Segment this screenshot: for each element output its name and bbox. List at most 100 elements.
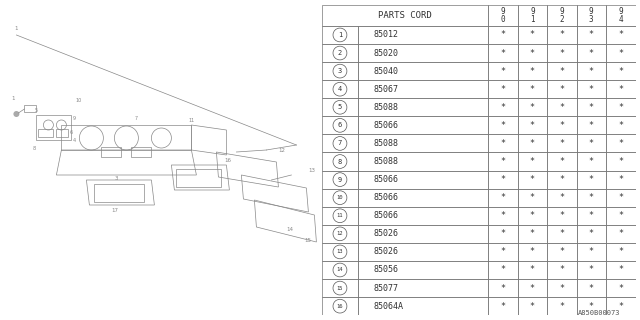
- Text: *: *: [559, 229, 564, 238]
- Text: *: *: [500, 229, 506, 238]
- Bar: [518, 297, 547, 315]
- Text: *: *: [530, 193, 535, 202]
- Bar: [322, 5, 488, 26]
- Bar: [518, 44, 547, 62]
- Text: 1: 1: [338, 32, 342, 38]
- Bar: [547, 297, 577, 315]
- Bar: [488, 243, 518, 261]
- Bar: [358, 98, 488, 116]
- Bar: [322, 261, 358, 279]
- Text: 13: 13: [337, 249, 343, 254]
- Text: 85088: 85088: [374, 103, 399, 112]
- Text: *: *: [500, 85, 506, 94]
- Text: 1: 1: [12, 96, 15, 101]
- Bar: [358, 26, 488, 44]
- Text: 85012: 85012: [374, 30, 399, 39]
- Bar: [577, 5, 606, 26]
- Text: 85064A: 85064A: [374, 302, 404, 311]
- Text: *: *: [559, 211, 564, 220]
- Bar: [577, 188, 606, 207]
- Text: 9
0: 9 0: [500, 7, 505, 24]
- Bar: [577, 207, 606, 225]
- Text: 5: 5: [35, 108, 38, 113]
- Bar: [606, 261, 636, 279]
- Text: *: *: [589, 103, 594, 112]
- Bar: [488, 5, 518, 26]
- Bar: [547, 44, 577, 62]
- Text: *: *: [618, 229, 623, 238]
- Bar: [577, 62, 606, 80]
- Text: *: *: [618, 121, 623, 130]
- Text: 85066: 85066: [374, 193, 399, 202]
- Text: 6: 6: [338, 122, 342, 128]
- Text: *: *: [500, 103, 506, 112]
- Text: *: *: [559, 247, 564, 256]
- Text: *: *: [559, 67, 564, 76]
- Text: *: *: [618, 49, 623, 58]
- Text: 9: 9: [73, 116, 76, 121]
- Bar: [606, 80, 636, 98]
- Bar: [358, 44, 488, 62]
- Text: *: *: [618, 30, 623, 39]
- Bar: [488, 279, 518, 297]
- Text: 17: 17: [111, 208, 118, 213]
- Bar: [358, 116, 488, 134]
- Text: 85066: 85066: [374, 121, 399, 130]
- Bar: [488, 261, 518, 279]
- Text: 85040: 85040: [374, 67, 399, 76]
- Bar: [322, 62, 358, 80]
- Text: *: *: [500, 266, 506, 275]
- Text: 5: 5: [338, 104, 342, 110]
- Bar: [358, 134, 488, 152]
- Text: 8: 8: [338, 158, 342, 164]
- Text: *: *: [618, 211, 623, 220]
- Text: 9
3: 9 3: [589, 7, 594, 24]
- Bar: [358, 243, 488, 261]
- Text: 7: 7: [135, 116, 138, 121]
- Text: 9
1: 9 1: [530, 7, 534, 24]
- Bar: [488, 98, 518, 116]
- Bar: [577, 134, 606, 152]
- Bar: [547, 207, 577, 225]
- Text: *: *: [500, 49, 506, 58]
- Bar: [606, 44, 636, 62]
- Bar: [488, 134, 518, 152]
- Text: *: *: [559, 30, 564, 39]
- Text: *: *: [559, 49, 564, 58]
- Bar: [38, 129, 53, 137]
- Bar: [358, 62, 488, 80]
- Bar: [358, 207, 488, 225]
- Text: *: *: [589, 30, 594, 39]
- Text: *: *: [618, 193, 623, 202]
- Text: *: *: [500, 30, 506, 39]
- Text: *: *: [589, 49, 594, 58]
- Text: 3: 3: [338, 68, 342, 74]
- Text: *: *: [530, 103, 535, 112]
- Bar: [488, 116, 518, 134]
- Text: 15: 15: [305, 238, 312, 243]
- Text: *: *: [589, 175, 594, 184]
- Text: 12: 12: [278, 148, 285, 153]
- Bar: [577, 44, 606, 62]
- Text: *: *: [589, 229, 594, 238]
- Text: *: *: [559, 266, 564, 275]
- Text: *: *: [530, 67, 535, 76]
- Text: *: *: [500, 139, 506, 148]
- Bar: [577, 152, 606, 171]
- Text: A850B00073: A850B00073: [579, 310, 621, 316]
- Text: 85077: 85077: [374, 284, 399, 292]
- Text: *: *: [589, 67, 594, 76]
- Text: *: *: [618, 302, 623, 311]
- Bar: [606, 243, 636, 261]
- Bar: [547, 225, 577, 243]
- Bar: [518, 152, 547, 171]
- Bar: [547, 98, 577, 116]
- Text: *: *: [589, 211, 594, 220]
- Bar: [577, 279, 606, 297]
- Text: *: *: [559, 284, 564, 292]
- Text: 3: 3: [115, 176, 118, 181]
- Bar: [606, 297, 636, 315]
- Text: *: *: [500, 193, 506, 202]
- Bar: [577, 80, 606, 98]
- Bar: [488, 297, 518, 315]
